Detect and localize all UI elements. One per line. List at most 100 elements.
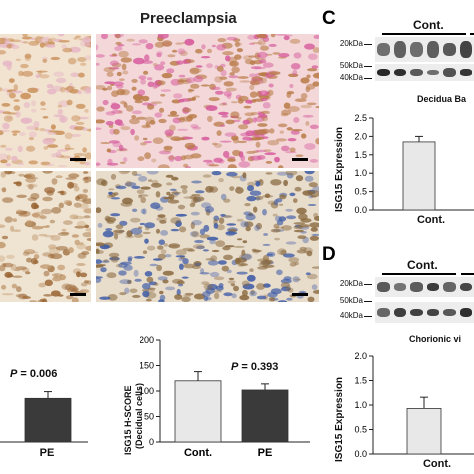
cell-nucleus xyxy=(208,164,220,167)
cell-nucleus xyxy=(243,55,252,61)
cell-nucleus xyxy=(23,102,30,108)
cell-nucleus xyxy=(283,34,293,37)
cell-nucleus xyxy=(221,265,229,272)
cell-nucleus xyxy=(310,227,318,232)
cell-nucleus xyxy=(122,197,133,205)
cell-nucleus xyxy=(281,109,292,116)
cell-nucleus xyxy=(223,90,232,97)
cell-nucleus xyxy=(40,108,47,111)
cell-nucleus xyxy=(57,104,63,108)
cell-nucleus xyxy=(214,143,223,148)
cell-nucleus xyxy=(145,298,152,302)
marker-50kda: 50kDa xyxy=(339,61,363,70)
cell-nucleus xyxy=(107,294,118,301)
cell-nucleus xyxy=(163,145,173,150)
cell-nucleus xyxy=(100,181,106,185)
cell-nucleus xyxy=(76,242,86,250)
cell-nucleus xyxy=(218,111,229,116)
cell-nucleus xyxy=(266,251,276,257)
cell-nucleus xyxy=(280,282,291,289)
cell-nucleus xyxy=(4,147,13,151)
cell-nucleus xyxy=(225,230,236,237)
cell-nucleus xyxy=(148,281,158,286)
cell-nucleus xyxy=(154,112,163,118)
cell-nucleus xyxy=(8,78,15,83)
cell-nucleus xyxy=(224,245,235,248)
cell-nucleus xyxy=(288,257,300,263)
cell-nucleus xyxy=(47,144,59,148)
cell-nucleus xyxy=(79,289,90,294)
cell-nucleus xyxy=(304,171,315,175)
cell-nucleus xyxy=(58,202,64,209)
cell-nucleus xyxy=(177,78,184,85)
cell-nucleus xyxy=(81,251,90,255)
cell-nucleus xyxy=(292,69,298,76)
cell-nucleus xyxy=(289,192,296,197)
cell-nucleus xyxy=(225,119,235,125)
cell-nucleus xyxy=(96,162,101,166)
cell-nucleus xyxy=(202,174,212,178)
y-tick-label: 0.0 xyxy=(354,205,367,215)
cell-nucleus xyxy=(300,77,310,84)
cell-nucleus xyxy=(96,127,102,130)
cell-nucleus xyxy=(245,226,251,232)
cell-nucleus xyxy=(75,195,80,201)
cell-nucleus xyxy=(80,282,88,287)
cell-nucleus xyxy=(174,294,183,300)
cell-nucleus xyxy=(213,276,225,281)
cell-nucleus xyxy=(82,36,91,44)
blot-band xyxy=(459,69,472,76)
cell-nucleus xyxy=(182,188,188,194)
cell-nucleus xyxy=(250,111,258,116)
y-tick-label: 2.0 xyxy=(354,131,367,141)
cell-nucleus xyxy=(102,230,114,238)
cell-nucleus xyxy=(140,78,146,85)
cell-nucleus xyxy=(116,71,122,77)
y-tick-label: 0.5 xyxy=(354,187,367,197)
cell-nucleus xyxy=(278,216,287,222)
group-line xyxy=(382,273,456,275)
cell-nucleus xyxy=(201,136,210,141)
cell-nucleus xyxy=(199,228,206,235)
cell-nucleus xyxy=(26,145,36,152)
cell-nucleus xyxy=(242,136,253,141)
cell-nucleus xyxy=(154,41,165,48)
cell-nucleus xyxy=(290,63,301,70)
cell-nucleus xyxy=(183,263,195,269)
cell-nucleus xyxy=(119,78,125,81)
cell-nucleus xyxy=(112,81,124,87)
cell-nucleus xyxy=(241,249,246,256)
cell-nucleus xyxy=(110,256,119,263)
cell-nucleus xyxy=(11,44,20,50)
cell-nucleus xyxy=(200,268,205,274)
cell-nucleus xyxy=(178,74,186,78)
cell-nucleus xyxy=(262,195,274,198)
cell-nucleus xyxy=(187,97,196,101)
y-tick-label: 0 xyxy=(149,437,154,447)
cell-nucleus xyxy=(20,63,29,69)
cell-nucleus xyxy=(38,233,48,237)
cell-nucleus xyxy=(218,178,224,183)
cell-nucleus xyxy=(276,171,289,176)
cell-nucleus xyxy=(71,133,82,137)
blot-band xyxy=(410,282,423,292)
western-blot-isg15 xyxy=(375,277,474,297)
cell-nucleus xyxy=(268,71,281,75)
cell-nucleus xyxy=(256,295,267,300)
cell-nucleus xyxy=(259,77,267,84)
cell-nucleus xyxy=(227,158,236,162)
cell-nucleus xyxy=(267,140,280,146)
cell-nucleus xyxy=(19,40,24,43)
cell-nucleus xyxy=(206,236,219,241)
cell-nucleus xyxy=(217,38,227,43)
cell-nucleus xyxy=(16,194,28,198)
cell-nucleus xyxy=(129,288,138,294)
cell-nucleus xyxy=(315,106,319,109)
cell-nucleus xyxy=(179,226,187,233)
cell-nucleus xyxy=(190,231,199,237)
cell-nucleus xyxy=(296,207,307,215)
cell-nucleus xyxy=(0,171,6,178)
group-label-cont: Cont. xyxy=(407,258,438,272)
cell-nucleus xyxy=(84,55,91,61)
cell-nucleus xyxy=(214,76,223,83)
